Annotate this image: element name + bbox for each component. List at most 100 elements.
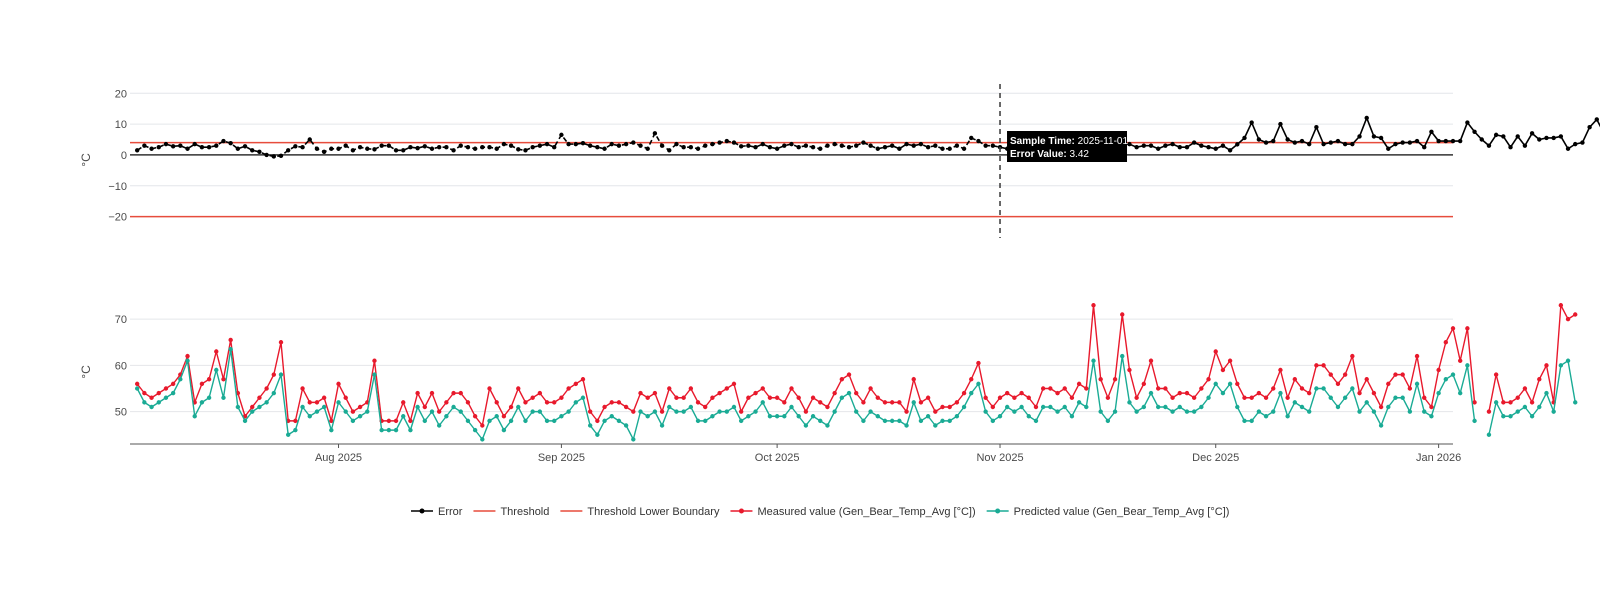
error-point[interactable] xyxy=(1249,120,1254,125)
error-point[interactable] xyxy=(674,141,679,147)
error-point[interactable] xyxy=(386,143,392,148)
error-point[interactable] xyxy=(1422,145,1427,150)
measured-point[interactable] xyxy=(1371,390,1377,396)
predicted-point[interactable] xyxy=(961,404,967,410)
error-point[interactable] xyxy=(1457,138,1463,144)
error-point[interactable] xyxy=(336,146,341,151)
measured-point[interactable] xyxy=(1098,377,1103,382)
measured-point[interactable] xyxy=(1220,367,1226,373)
predicted-point[interactable] xyxy=(1213,381,1218,387)
measured-point[interactable] xyxy=(451,390,456,396)
error-point[interactable] xyxy=(1299,138,1305,144)
error-point[interactable] xyxy=(544,141,550,147)
measured-point[interactable] xyxy=(1465,326,1470,331)
predicted-point[interactable] xyxy=(235,404,241,410)
predicted-point[interactable] xyxy=(1271,409,1276,414)
error-point[interactable] xyxy=(1191,140,1197,145)
measured-point[interactable] xyxy=(1227,358,1233,363)
error-point[interactable] xyxy=(688,145,694,150)
measured-point[interactable] xyxy=(1091,303,1096,308)
measured-point[interactable] xyxy=(494,400,499,405)
measured-point[interactable] xyxy=(1321,363,1326,368)
error-point[interactable] xyxy=(523,148,528,153)
predicted-point[interactable] xyxy=(1127,400,1132,405)
error-point[interactable] xyxy=(1486,143,1492,148)
predicted-point[interactable] xyxy=(408,427,413,433)
error-point[interactable] xyxy=(401,148,406,153)
measured-point[interactable] xyxy=(1400,372,1405,377)
predicted-point[interactable] xyxy=(1393,395,1398,400)
error-point[interactable] xyxy=(415,145,420,151)
measured-point[interactable] xyxy=(1012,395,1017,400)
error-point[interactable] xyxy=(1493,132,1499,138)
legend-item[interactable]: Threshold Lower Boundary xyxy=(560,506,720,518)
measured-point[interactable] xyxy=(688,386,694,391)
error-point[interactable] xyxy=(738,144,744,149)
predicted-point[interactable] xyxy=(436,423,442,428)
error-point[interactable] xyxy=(1342,141,1348,147)
predicted-point[interactable] xyxy=(1443,377,1449,382)
error-point[interactable] xyxy=(508,143,514,148)
measured-point[interactable] xyxy=(293,418,298,424)
measured-point[interactable] xyxy=(458,390,463,396)
predicted-point[interactable] xyxy=(1191,409,1197,414)
measured-point[interactable] xyxy=(1350,353,1355,359)
error-point[interactable] xyxy=(1594,117,1600,122)
measured-point[interactable] xyxy=(990,404,996,410)
measured-point[interactable] xyxy=(1084,386,1089,391)
predicted-point[interactable] xyxy=(228,346,233,352)
measured-point[interactable] xyxy=(1436,367,1441,373)
predicted-point[interactable] xyxy=(163,395,169,400)
error-point[interactable] xyxy=(242,144,248,149)
predicted-point[interactable] xyxy=(1227,381,1233,387)
measured-point[interactable] xyxy=(336,381,341,387)
measured-point[interactable] xyxy=(357,404,363,410)
predicted-point[interactable] xyxy=(523,418,528,424)
error-point[interactable] xyxy=(1227,148,1233,153)
predicted-point[interactable] xyxy=(861,418,866,424)
legend-item[interactable]: Error xyxy=(411,506,463,518)
measured-point[interactable] xyxy=(861,400,866,405)
predicted-point[interactable] xyxy=(839,395,845,400)
measured-point[interactable] xyxy=(149,395,154,400)
error-point[interactable] xyxy=(1371,134,1377,139)
measured-point[interactable] xyxy=(1206,377,1211,382)
measured-point[interactable] xyxy=(789,386,794,391)
error-point[interactable] xyxy=(516,147,521,152)
error-point[interactable] xyxy=(1163,143,1168,148)
error-point[interactable] xyxy=(480,145,485,150)
measured-point[interactable] xyxy=(501,414,507,419)
measured-point[interactable] xyxy=(1299,386,1305,391)
measured-point[interactable] xyxy=(408,418,413,424)
predicted-point[interactable] xyxy=(357,414,363,419)
measured-point[interactable] xyxy=(638,390,643,396)
error-point[interactable] xyxy=(703,143,708,148)
error-point[interactable] xyxy=(587,143,593,148)
measured-point[interactable] xyxy=(1565,316,1571,322)
predicted-point[interactable] xyxy=(170,390,176,396)
error-point[interactable] xyxy=(1357,134,1362,139)
measured-point[interactable] xyxy=(1256,390,1262,396)
measured-point[interactable] xyxy=(803,409,809,414)
measured-point[interactable] xyxy=(1292,377,1298,382)
measured-point[interactable] xyxy=(695,400,701,405)
error-point[interactable] xyxy=(695,146,701,151)
measured-point[interactable] xyxy=(1450,326,1456,331)
measured-point[interactable] xyxy=(1213,349,1218,354)
error-point[interactable] xyxy=(818,146,823,151)
predicted-point[interactable] xyxy=(695,418,701,424)
error-point[interactable] xyxy=(444,145,449,150)
measured-point[interactable] xyxy=(1573,312,1578,317)
measured-point[interactable] xyxy=(767,395,773,400)
error-point[interactable] xyxy=(1350,141,1355,147)
measured-point[interactable] xyxy=(1148,358,1154,363)
measured-point[interactable] xyxy=(1040,386,1046,391)
predicted-point[interactable] xyxy=(350,418,356,424)
predicted-point[interactable] xyxy=(1299,404,1305,410)
predicted-point[interactable] xyxy=(1005,404,1010,410)
measured-point[interactable] xyxy=(530,395,535,400)
error-point[interactable] xyxy=(717,140,722,145)
legend-item[interactable]: Predicted value (Gen_Bear_Temp_Avg [°C]) xyxy=(986,506,1230,518)
measured-point[interactable] xyxy=(1120,312,1125,317)
error-point[interactable] xyxy=(652,131,658,136)
